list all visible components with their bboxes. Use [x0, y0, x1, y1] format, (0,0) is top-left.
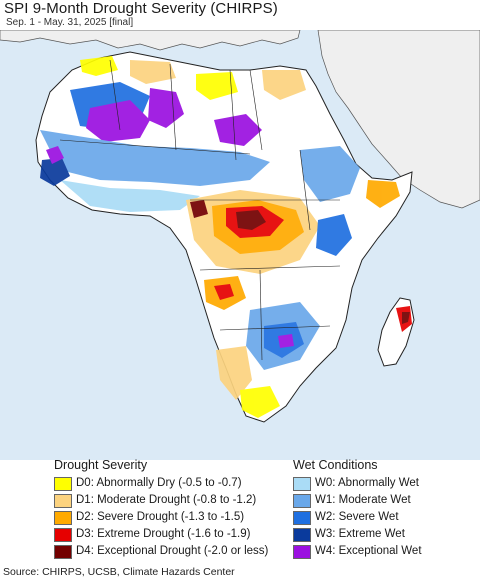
wet-patch-south-w4 — [278, 334, 294, 348]
swatch-w0 — [293, 476, 311, 491]
africa-drought-map — [0, 30, 480, 460]
dry-patch-safrica-d0 — [240, 386, 280, 418]
wet-patch-niger-w4 — [148, 88, 184, 128]
swatch-d1 — [54, 493, 72, 508]
dry-patch-namibia-d1 — [216, 346, 252, 400]
drought-legend-heading: Drought Severity — [54, 458, 148, 472]
wet-legend: Wet Conditions W0: Abnormally Wet W1: Mo… — [293, 458, 422, 560]
legend-item-w3: W3: Extreme Wet — [293, 526, 422, 543]
dry-patch-libya-d0 — [196, 72, 238, 100]
legend-label-d4: D4: Exceptional Drought (-2.0 or less) — [76, 545, 269, 557]
swatch-d2 — [54, 510, 72, 525]
severity-patches — [40, 56, 412, 418]
wet-patch-west-w4 — [46, 146, 64, 164]
wet-patch-sahel-w1 — [40, 130, 270, 186]
dry-patch-algeria-d1 — [130, 60, 176, 84]
legend-label-d2: D2: Severe Drought (-1.3 to -1.5) — [76, 511, 245, 523]
dry-patch-egypt-d1 — [262, 70, 306, 100]
legend-label-w4: W4: Exceptional Wet — [315, 545, 422, 557]
wet-patch-west-w3 — [40, 158, 70, 186]
swatch-w4 — [293, 544, 311, 559]
legend-label-d3: D3: Extreme Drought (-1.6 to -1.9) — [76, 528, 251, 540]
legend-item-d4: D4: Exceptional Drought (-2.0 or less) — [54, 543, 268, 560]
legend-item-w1: W1: Moderate Wet — [293, 492, 422, 509]
legend-label-d1: D1: Moderate Drought (-0.8 to -1.2) — [76, 494, 257, 506]
wet-legend-heading: Wet Conditions — [293, 458, 378, 472]
dry-patch-central-d4 — [236, 210, 266, 230]
legend: Drought Severity D0: Abnormally Dry (-0.… — [0, 458, 480, 564]
swatch-d3 — [54, 527, 72, 542]
source-credit: Source: CHIRPS, UCSB, Climate Hazards Ce… — [3, 566, 235, 578]
swatch-w1 — [293, 493, 311, 508]
dry-patch-angola-d3 — [214, 284, 234, 300]
map-canvas — [0, 30, 480, 460]
legend-label-w1: W1: Moderate Wet — [315, 494, 411, 506]
wet-patch-sahara-w4 — [86, 100, 150, 142]
legend-item-d1: D1: Moderate Drought (-0.8 to -1.2) — [54, 492, 268, 509]
dry-patch-morocco-d0 — [80, 56, 118, 76]
drought-legend: Drought Severity D0: Abnormally Dry (-0.… — [54, 458, 268, 560]
legend-item-w4: W4: Exceptional Wet — [293, 543, 422, 560]
legend-item-d0: D0: Abnormally Dry (-0.5 to -0.7) — [54, 475, 268, 492]
dry-patch-cameroon-d4 — [190, 200, 208, 218]
swatch-w2 — [293, 510, 311, 525]
legend-label-w2: W2: Severe Wet — [315, 511, 399, 523]
legend-label-w3: W3: Extreme Wet — [315, 528, 405, 540]
legend-label-w0: W0: Abnormally Wet — [315, 477, 419, 489]
legend-item-d2: D2: Severe Drought (-1.3 to -1.5) — [54, 509, 268, 526]
legend-item-d3: D3: Extreme Drought (-1.6 to -1.9) — [54, 526, 268, 543]
dry-patch-somalia-d2 — [366, 180, 400, 208]
wet-patch-east-w1 — [300, 146, 360, 202]
europe-landmass — [0, 30, 301, 51]
legend-item-w2: W2: Severe Wet — [293, 509, 422, 526]
map-title: SPI 9-Month Drought Severity (CHIRPS) — [4, 0, 278, 17]
swatch-w3 — [293, 527, 311, 542]
wet-patch-sahel-w0 — [60, 180, 200, 212]
wet-patch-east-w2 — [316, 214, 352, 256]
swatch-d4 — [54, 544, 72, 559]
country-borders — [59, 59, 341, 361]
map-subtitle: Sep. 1 - May. 31, 2025 [final] — [6, 17, 134, 28]
arabia-landmass — [317, 30, 480, 209]
wet-patch-chad-w4 — [214, 114, 262, 146]
legend-label-d0: D0: Abnormally Dry (-0.5 to -0.7) — [76, 477, 242, 489]
legend-item-w0: W0: Abnormally Wet — [293, 475, 422, 492]
swatch-d0 — [54, 476, 72, 491]
dry-patch-madagascar-d4 — [402, 312, 410, 324]
